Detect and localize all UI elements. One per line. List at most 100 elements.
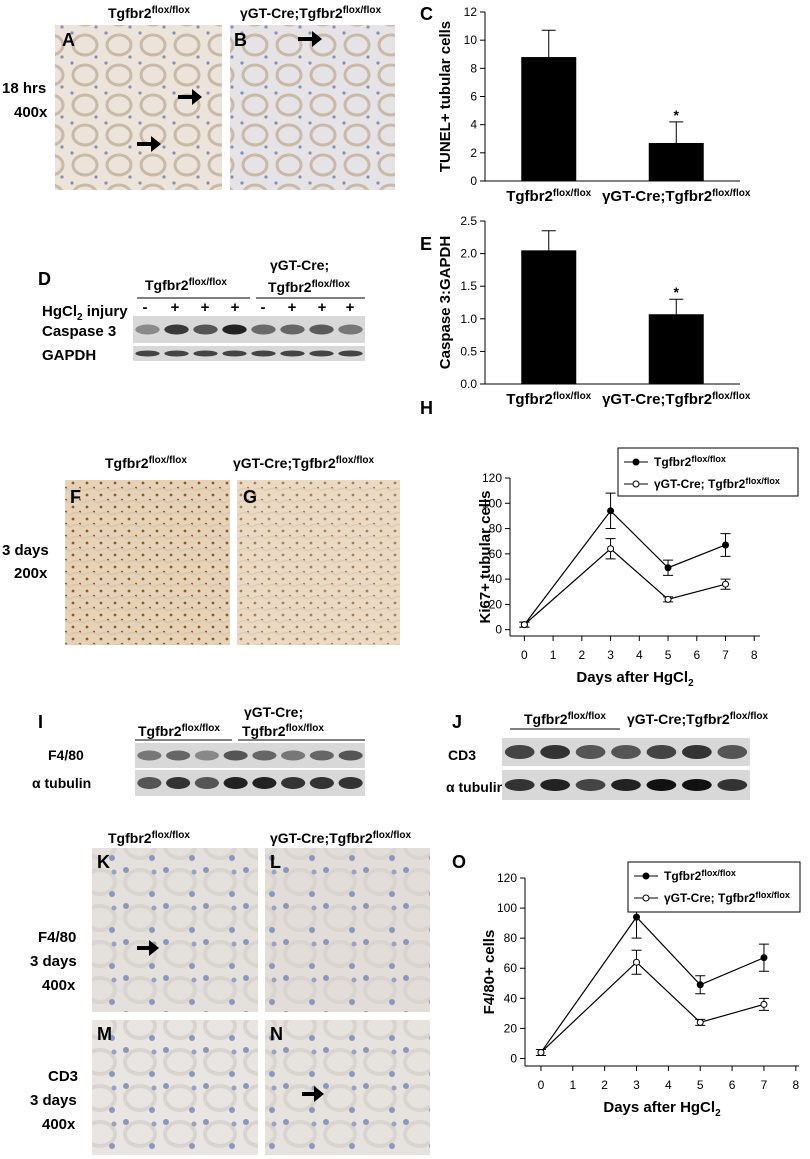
blot-band [309, 350, 334, 357]
micrographs [55, 25, 430, 1155]
marker [633, 913, 641, 921]
legend-marker [642, 872, 650, 880]
blot-band [193, 324, 218, 335]
x-tick-label: 5 [665, 648, 672, 662]
category-label: Tgfbr2flox/flox [506, 188, 591, 205]
panel-letter: O [452, 852, 466, 872]
y-tick-label: 120 [497, 871, 517, 885]
x-axis-label-main: Days after HgCl [576, 669, 688, 686]
protein-label: Caspase 3 [42, 323, 116, 340]
annotation: * [674, 107, 680, 123]
x-tick-label: 6 [729, 1078, 736, 1092]
genotype: Tgfbr2 [138, 723, 182, 739]
marker [607, 507, 615, 515]
legend-name: Tgfbr2 [654, 455, 692, 469]
y-axis-label: Caspase 3:GAPDH [437, 236, 454, 369]
marker [722, 580, 730, 588]
x-tick-label: 2 [601, 1078, 608, 1092]
arrow [178, 89, 202, 105]
genotype-sup: flox/flox [182, 723, 221, 734]
blot-band [280, 350, 305, 357]
panel-letter: C [420, 4, 433, 24]
genotype-sup: flox/flox [336, 455, 375, 466]
x-tick-label: 1 [569, 1078, 576, 1092]
y-tick-label: 1.0 [460, 312, 477, 326]
genotype-header: Tgfbr2flox/flox [242, 723, 324, 739]
bar [648, 314, 704, 384]
y-tick-label: 40 [489, 572, 503, 586]
y-tick-label: 6 [470, 90, 477, 104]
lane-label: + [346, 299, 355, 316]
blot-band [251, 324, 276, 335]
blot-band [646, 779, 677, 791]
condition-label: F4/80 [38, 929, 76, 946]
x-axis-label-main: Days after HgCl [603, 1099, 715, 1116]
x-axis-label: Days after HgCl2 [576, 669, 694, 689]
x-tick-label: 0 [538, 1078, 545, 1092]
y-axis-label: Ki67+ tubular cells [477, 491, 494, 624]
category-label: γGT-Cre;Tgfbr2flox/flox [602, 188, 751, 205]
blot-band [223, 777, 248, 789]
treatment-label: HgCl2 injury [42, 303, 128, 323]
arrow [137, 136, 161, 152]
blot-band [338, 324, 363, 335]
y-tick-label: 120 [482, 471, 502, 485]
blot-band [540, 745, 571, 759]
legend-label: γGT-Cre; Tgfbr2flox/flox [664, 890, 790, 905]
panel-letter: M [97, 1024, 112, 1044]
x-axis-label-sub: 2 [688, 678, 694, 689]
blot-band [611, 779, 641, 791]
category-label: γGT-Cre;Tgfbr2flox/flox [602, 391, 751, 408]
panel-letter: L [270, 852, 281, 872]
lane-label: + [231, 299, 240, 316]
blot-band [338, 750, 363, 761]
error-bar [541, 29, 556, 58]
genotype: Tgfbr2 [268, 279, 312, 295]
condition-label: 400x [42, 977, 76, 994]
protein-label: CD3 [448, 747, 476, 763]
blot-band [135, 350, 160, 357]
y-tick-label: 0 [495, 623, 502, 637]
genotype-header: γGT-Cre;Tgfbr2flox/flox [270, 830, 411, 846]
arrows [137, 31, 324, 1102]
y-tick-label: 10 [464, 33, 478, 47]
genotype-header: Tgfbr2flox/flox [105, 455, 187, 471]
legend-sup: flox/flox [745, 476, 780, 486]
marker [537, 1048, 545, 1056]
genotype-sup: flox/flox [568, 711, 607, 722]
blot-band [252, 777, 277, 789]
legend-sup: flox/flox [755, 890, 790, 900]
blot-band [611, 745, 641, 759]
marker [696, 981, 704, 989]
genotype-sup: flox/flox [343, 5, 382, 16]
series-line [540, 961, 765, 1053]
category-label: Tgfbr2flox/flox [506, 391, 591, 408]
category-sup: flox/flox [553, 188, 592, 199]
blot-band [193, 350, 218, 357]
series-line [523, 547, 726, 626]
y-axis-label: F4/80+ cells [481, 930, 498, 1015]
micrograph-texture [265, 848, 430, 1012]
marker [760, 954, 768, 962]
panel-letter: H [420, 398, 433, 418]
y-tick-label: 1.5 [460, 279, 477, 293]
legend-label: γGT-Cre; Tgfbr2flox/flox [654, 476, 780, 491]
condition-label: 400x [42, 1116, 76, 1133]
error-bar [669, 121, 684, 143]
condition-label: 3 days [2, 542, 49, 559]
blot-band [281, 750, 306, 761]
lane-label: + [171, 299, 180, 316]
legend-sup: flox/flox [701, 868, 736, 878]
panel-letter: E [420, 234, 432, 254]
blot-band [137, 777, 162, 789]
lane-labels: - + + + - + + + [143, 299, 355, 316]
blot-band [309, 777, 334, 789]
x-tick-label: 8 [751, 648, 758, 662]
x-tick-label: 5 [697, 1078, 704, 1092]
y-tick-label: 0.0 [460, 377, 477, 391]
blot-band [338, 350, 363, 357]
marker [607, 545, 615, 553]
y-tick-label: 2 [470, 146, 477, 160]
x-tick-label: 6 [693, 648, 700, 662]
